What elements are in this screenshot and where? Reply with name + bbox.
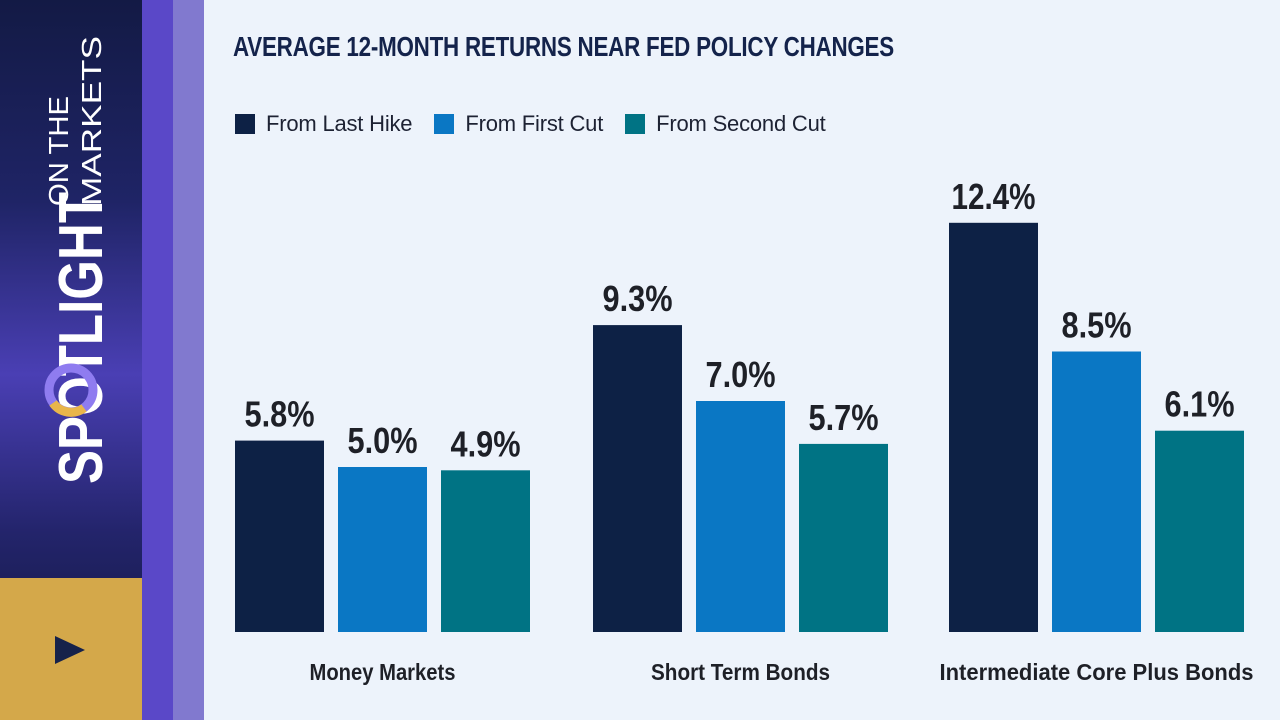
bar-money-markets-from-second-cut xyxy=(441,470,530,632)
category-label-short-term-bonds: Short Term Bonds xyxy=(651,659,830,685)
value-label-money-markets-from-last-hike: 5.8% xyxy=(245,394,315,435)
value-label-intermediate-core-plus-bonds-from-last-hike: 12.4% xyxy=(952,176,1036,217)
legend-item-first-cut: From First Cut xyxy=(434,111,603,137)
value-label-money-markets-from-first-cut: 5.0% xyxy=(348,420,418,461)
value-label-intermediate-core-plus-bonds-from-first-cut: 8.5% xyxy=(1062,305,1132,346)
legend-swatch-last-hike xyxy=(235,114,255,134)
value-label-short-term-bonds-from-last-hike: 9.3% xyxy=(603,278,673,319)
decorative-stripe-purple xyxy=(142,0,173,720)
chart-title: AVERAGE 12-MONTH RETURNS NEAR FED POLICY… xyxy=(233,31,894,62)
legend-item-last-hike: From Last Hike xyxy=(235,111,413,137)
brand-word-big: SPOTLIGHT xyxy=(47,192,116,484)
legend-item-second-cut: From Second Cut xyxy=(625,111,826,137)
spotlight-ring-accent-icon xyxy=(49,400,87,417)
bar-intermediate-core-plus-bonds-from-last-hike xyxy=(949,222,1038,633)
legend-label-second-cut: From Second Cut xyxy=(656,111,826,136)
brand-word-line1: ON THE xyxy=(43,96,74,206)
brand-word-line2: MARKETS xyxy=(76,36,107,206)
value-label-intermediate-core-plus-bonds-from-second-cut: 6.1% xyxy=(1165,384,1235,425)
bar-intermediate-core-plus-bonds-from-first-cut xyxy=(1052,351,1141,632)
play-icon[interactable] xyxy=(55,636,85,664)
bar-money-markets-from-last-hike xyxy=(235,440,324,632)
legend-swatch-second-cut xyxy=(625,114,646,134)
legend-label-last-hike: From Last Hike xyxy=(266,111,413,136)
value-label-short-term-bonds-from-first-cut: 7.0% xyxy=(706,354,776,395)
category-label-intermediate-core-plus-bonds: Intermediate Core Plus Bonds xyxy=(940,659,1254,685)
spotlight-logo: SPOTLIGHT ON THE MARKETS xyxy=(0,0,142,578)
sidebar: SPOTLIGHT ON THE MARKETS xyxy=(0,0,142,720)
bar-short-term-bonds-from-second-cut xyxy=(799,443,888,632)
value-label-money-markets-from-second-cut: 4.9% xyxy=(451,423,521,464)
bar-intermediate-core-plus-bonds-from-second-cut xyxy=(1155,430,1244,632)
bar-short-term-bonds-from-first-cut xyxy=(696,401,785,632)
legend-label-first-cut: From First Cut xyxy=(465,111,604,136)
bar-short-term-bonds-from-last-hike xyxy=(593,325,682,632)
legend-swatch-first-cut xyxy=(434,114,455,134)
chart-legend: From Last Hike From First Cut From Secon… xyxy=(235,110,848,138)
category-label-money-markets: Money Markets xyxy=(310,659,456,685)
bar-money-markets-from-first-cut xyxy=(338,467,427,632)
play-button[interactable] xyxy=(0,578,142,720)
decorative-stripe-lavender xyxy=(173,0,204,720)
value-label-short-term-bonds-from-second-cut: 5.7% xyxy=(809,397,879,438)
